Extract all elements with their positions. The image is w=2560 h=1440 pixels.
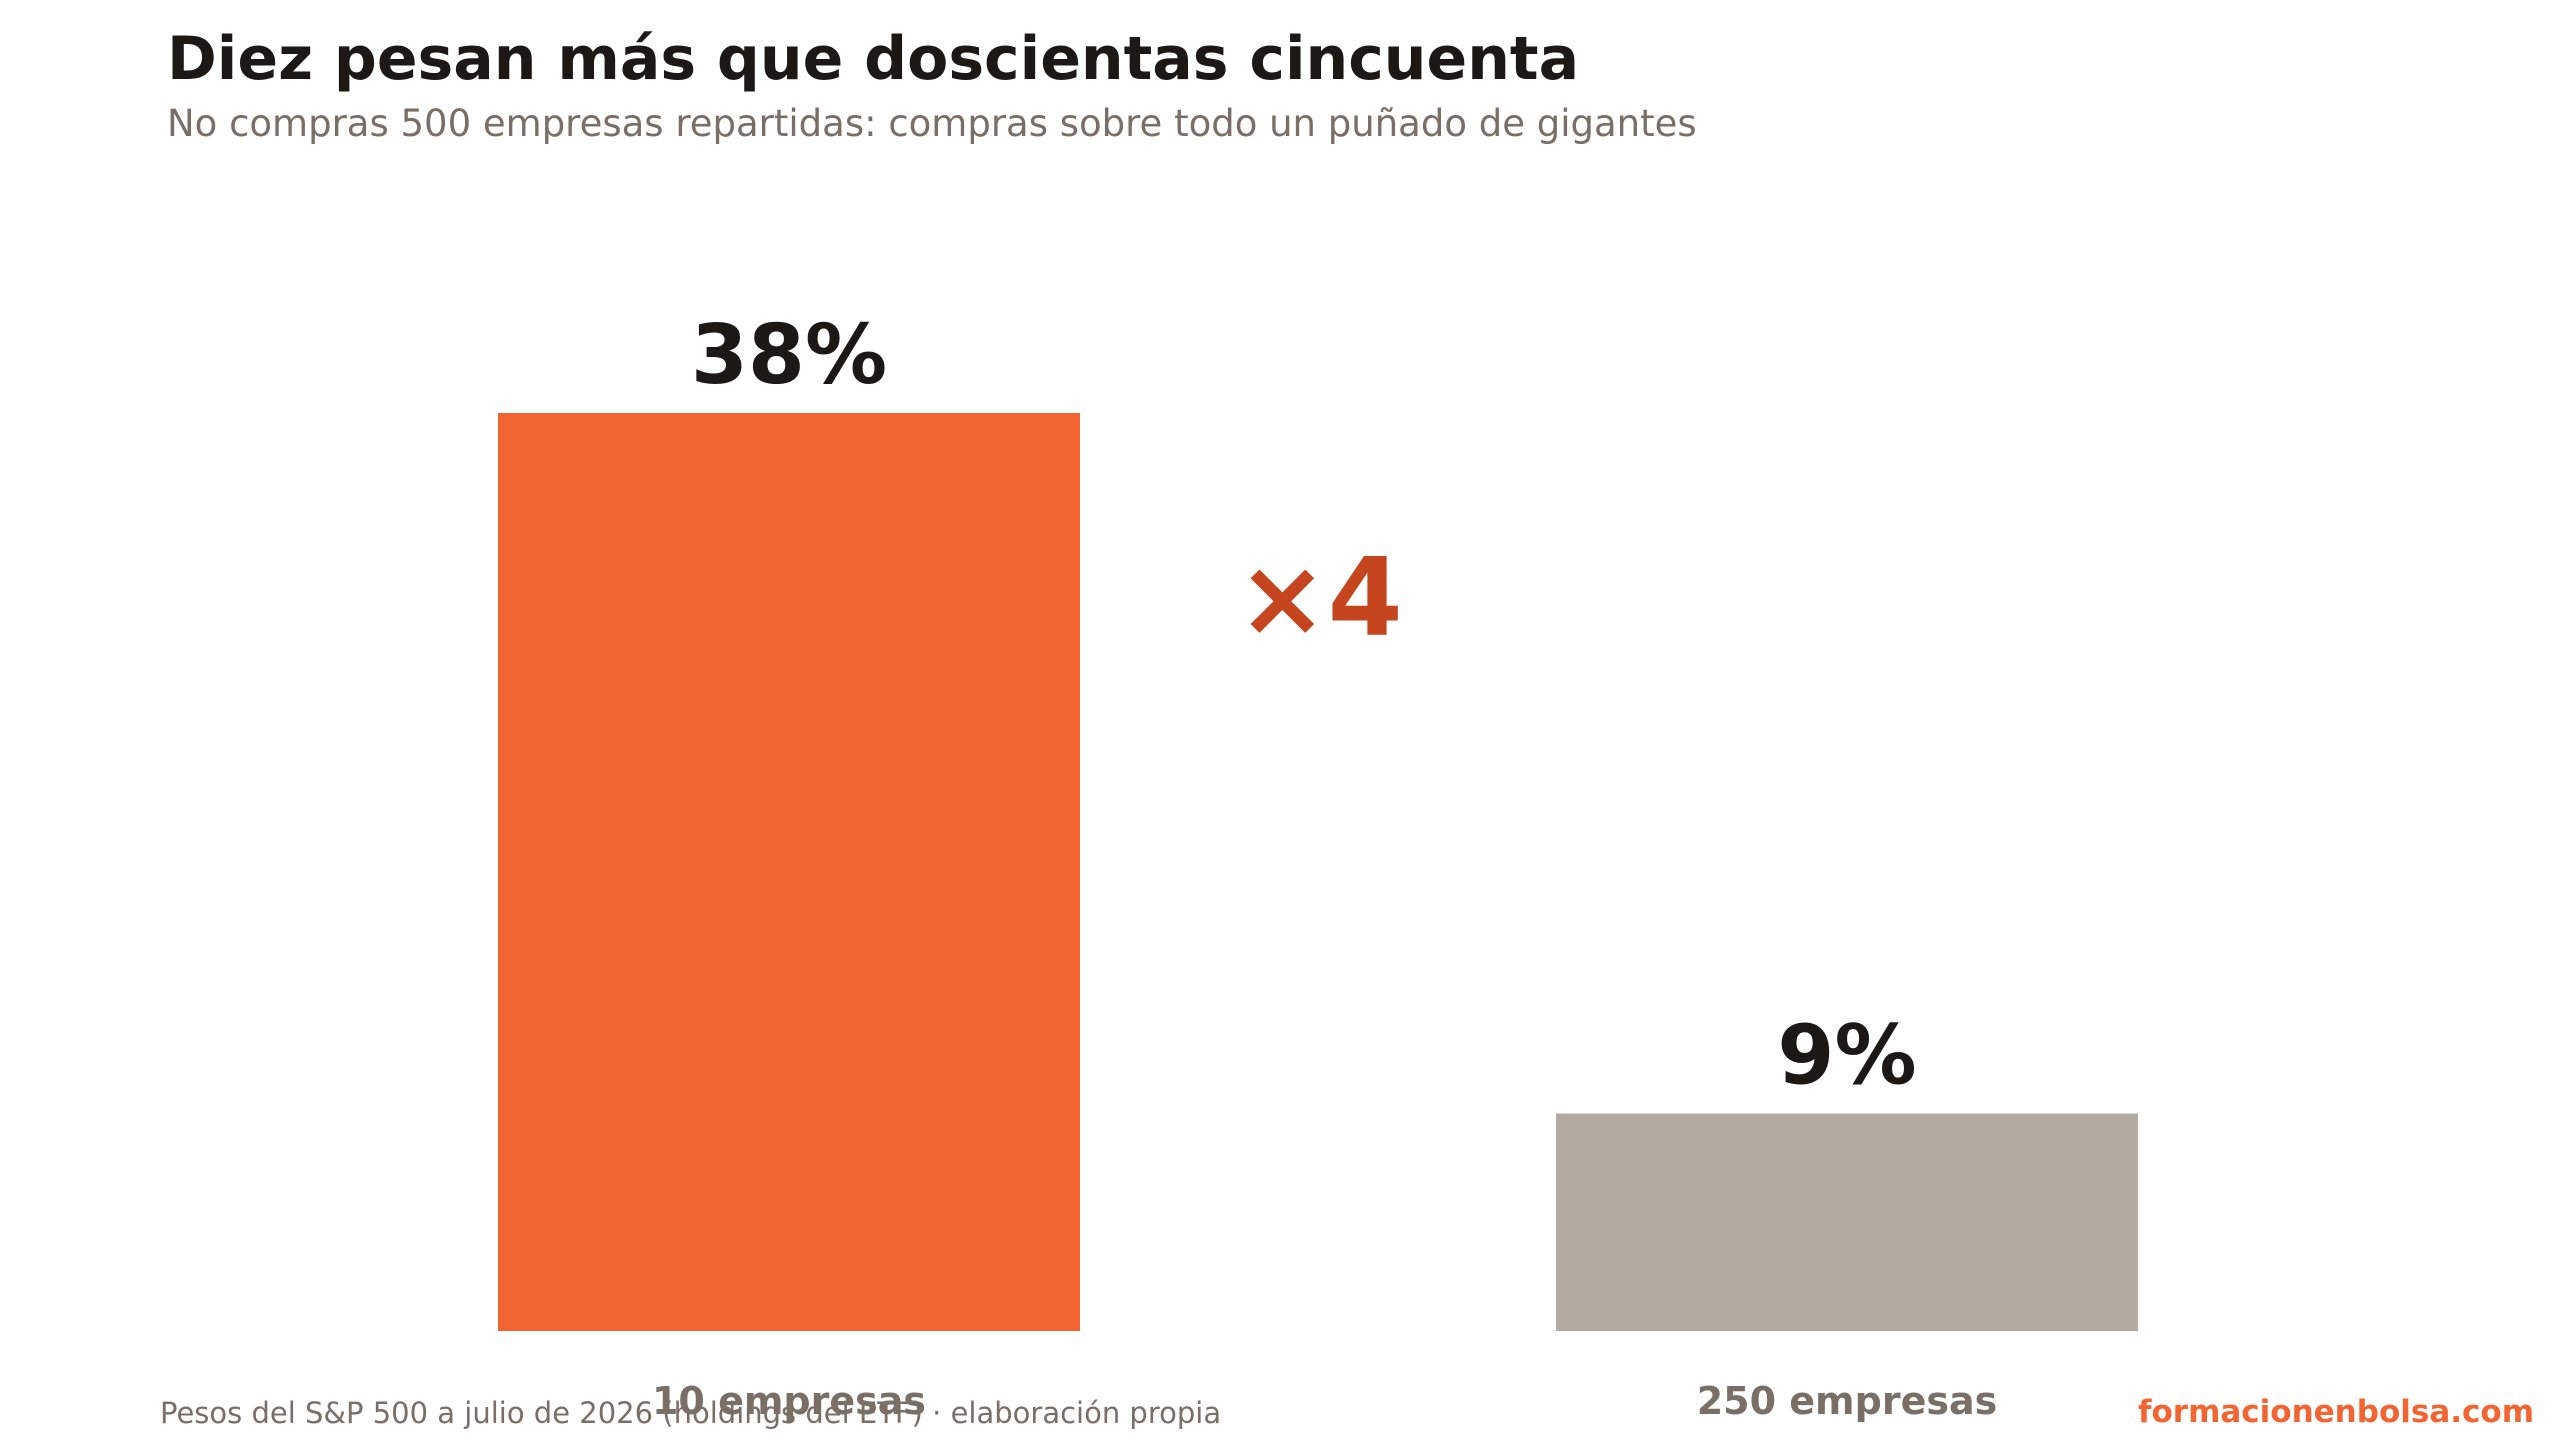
ratio-annotation: ×4	[1237, 536, 1403, 661]
category-label-1: 10 empresas	[652, 1379, 926, 1423]
bar-1	[498, 413, 1080, 1331]
bar-2	[1556, 1113, 2138, 1331]
value-label-2: 9%	[1777, 1009, 1916, 1104]
source-note: Pesos del S&P 500 a julio de 2026 (holdi…	[160, 1396, 1222, 1430]
value-label-1: 38%	[691, 308, 887, 403]
chart-title: Diez pesan más que doscientas cincuenta	[167, 24, 1580, 94]
category-label-2: 250 empresas	[1697, 1379, 1998, 1423]
brand-link[interactable]: formacionenbolsa.com	[2138, 1394, 2534, 1430]
chart-subtitle: No compras 500 empresas repartidas: comp…	[167, 102, 1697, 145]
